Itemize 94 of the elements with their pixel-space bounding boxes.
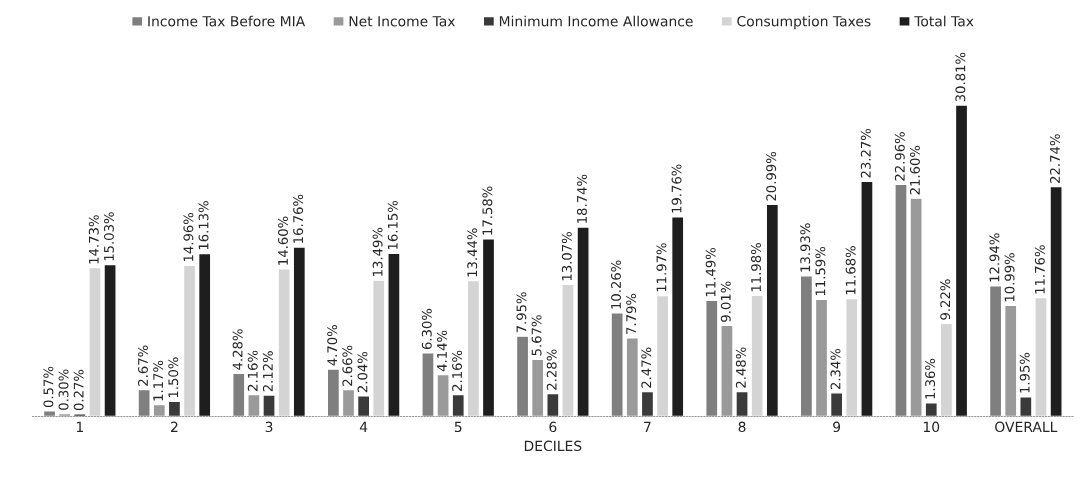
x-tick-label: 10 — [923, 421, 940, 433]
data-label: 21.60% — [909, 145, 920, 195]
data-label: 14.73% — [88, 215, 99, 264]
data-label: 30.81% — [955, 52, 966, 102]
legend-label: Consumption Taxes — [737, 15, 871, 30]
data-label: 2.16% — [247, 350, 258, 391]
bar — [939, 322, 954, 417]
legend-label: Income Tax Before MIA — [148, 15, 306, 27]
data-label: 11.97% — [656, 243, 667, 292]
x-tick-label: 5 — [454, 421, 462, 433]
legend-label: Minimum Income Allowance — [499, 15, 693, 27]
data-label: 4.14% — [436, 330, 447, 372]
data-label: 0.30% — [58, 369, 69, 410]
x-tick-label: 4 — [359, 421, 368, 432]
data-label: 18.74% — [576, 174, 587, 223]
bar — [655, 294, 670, 417]
x-tick-label: OVERALL — [995, 421, 1058, 433]
data-label: 15.03% — [103, 212, 114, 261]
data-label: 4.28% — [232, 329, 243, 370]
data-label: 16.13% — [198, 201, 209, 250]
data-label: 14.96% — [183, 212, 194, 262]
bar — [42, 410, 57, 417]
data-label: 9.22% — [940, 279, 951, 320]
data-label: 1.50% — [168, 357, 179, 398]
data-label: 11.98% — [751, 243, 762, 292]
data-label: 16.15% — [387, 200, 398, 250]
data-label: 11.68% — [845, 246, 856, 295]
bar — [988, 285, 1003, 417]
data-label: 2.66% — [342, 345, 353, 386]
data-label: 7.95% — [516, 292, 527, 333]
x-tick-label: 8 — [738, 421, 746, 433]
x-tick-label: 7 — [644, 421, 651, 432]
data-label: 22.74% — [1049, 134, 1060, 183]
bar — [326, 368, 341, 417]
data-label: 13.49% — [372, 227, 383, 276]
data-label: 16.76% — [293, 194, 304, 243]
data-label: 1.36% — [925, 358, 936, 399]
data-label: 19.76% — [671, 164, 682, 213]
bar — [466, 279, 481, 417]
legend-label: Net Income Tax — [349, 16, 456, 27]
data-label: 10.26% — [611, 260, 621, 309]
bar — [765, 203, 780, 417]
data-label: 11.49% — [705, 247, 716, 297]
data-label: 11.76% — [1034, 245, 1045, 294]
data-label: 2.04% — [357, 351, 368, 393]
data-label: 2.16% — [452, 350, 463, 391]
data-label: 12.94% — [989, 233, 1000, 282]
bar — [924, 402, 939, 417]
bar — [610, 312, 624, 417]
bar — [182, 264, 197, 417]
data-label: 14.60% — [278, 216, 288, 265]
data-label: 13.93% — [800, 223, 811, 272]
x-tick-label: 2 — [171, 421, 178, 432]
bar — [292, 246, 307, 417]
data-label: 1.95% — [1019, 352, 1030, 393]
bar — [799, 274, 814, 417]
data-label: 20.99% — [766, 151, 777, 201]
data-label: 1.17% — [153, 360, 164, 401]
x-tick-label: 9 — [833, 421, 841, 433]
legend-label: Total Tax — [914, 15, 974, 27]
x-tick-label: 3 — [265, 421, 273, 433]
bar — [670, 216, 685, 417]
data-label: 2.47% — [641, 347, 652, 388]
bar — [137, 388, 151, 417]
bar — [515, 335, 530, 417]
data-label: 6.30% — [421, 308, 432, 350]
data-label: 23.27% — [860, 128, 871, 178]
data-label: 22.96% — [894, 132, 905, 181]
bar — [829, 392, 844, 417]
data-label: 9.01% — [720, 281, 731, 322]
data-label: 2.34% — [830, 348, 841, 390]
bar — [197, 252, 212, 417]
data-label: 0.57% — [43, 366, 54, 408]
data-label: 17.58% — [482, 186, 493, 235]
x-axis-title: DECILES — [524, 440, 582, 452]
bar — [481, 238, 496, 417]
bar — [954, 104, 969, 417]
data-label: 4.70% — [327, 325, 338, 366]
data-label: 2.67% — [138, 345, 148, 386]
data-label: 2.28% — [546, 349, 557, 390]
data-label: 2.48% — [735, 347, 746, 388]
bar — [640, 390, 655, 417]
x-tick-label: 1 — [76, 421, 83, 432]
data-label: 0.27% — [73, 369, 84, 411]
data-label: 13.44% — [467, 228, 478, 277]
data-label: 10.99% — [1004, 253, 1015, 302]
data-label: 7.79% — [626, 293, 637, 334]
data-label: 13.07% — [561, 232, 572, 281]
bar — [356, 395, 371, 417]
data-label: 5.67% — [531, 315, 542, 356]
data-label: 2.12% — [262, 351, 273, 392]
bar — [167, 400, 182, 417]
data-label: 11.59% — [815, 246, 826, 296]
x-tick-label: 6 — [549, 421, 557, 433]
